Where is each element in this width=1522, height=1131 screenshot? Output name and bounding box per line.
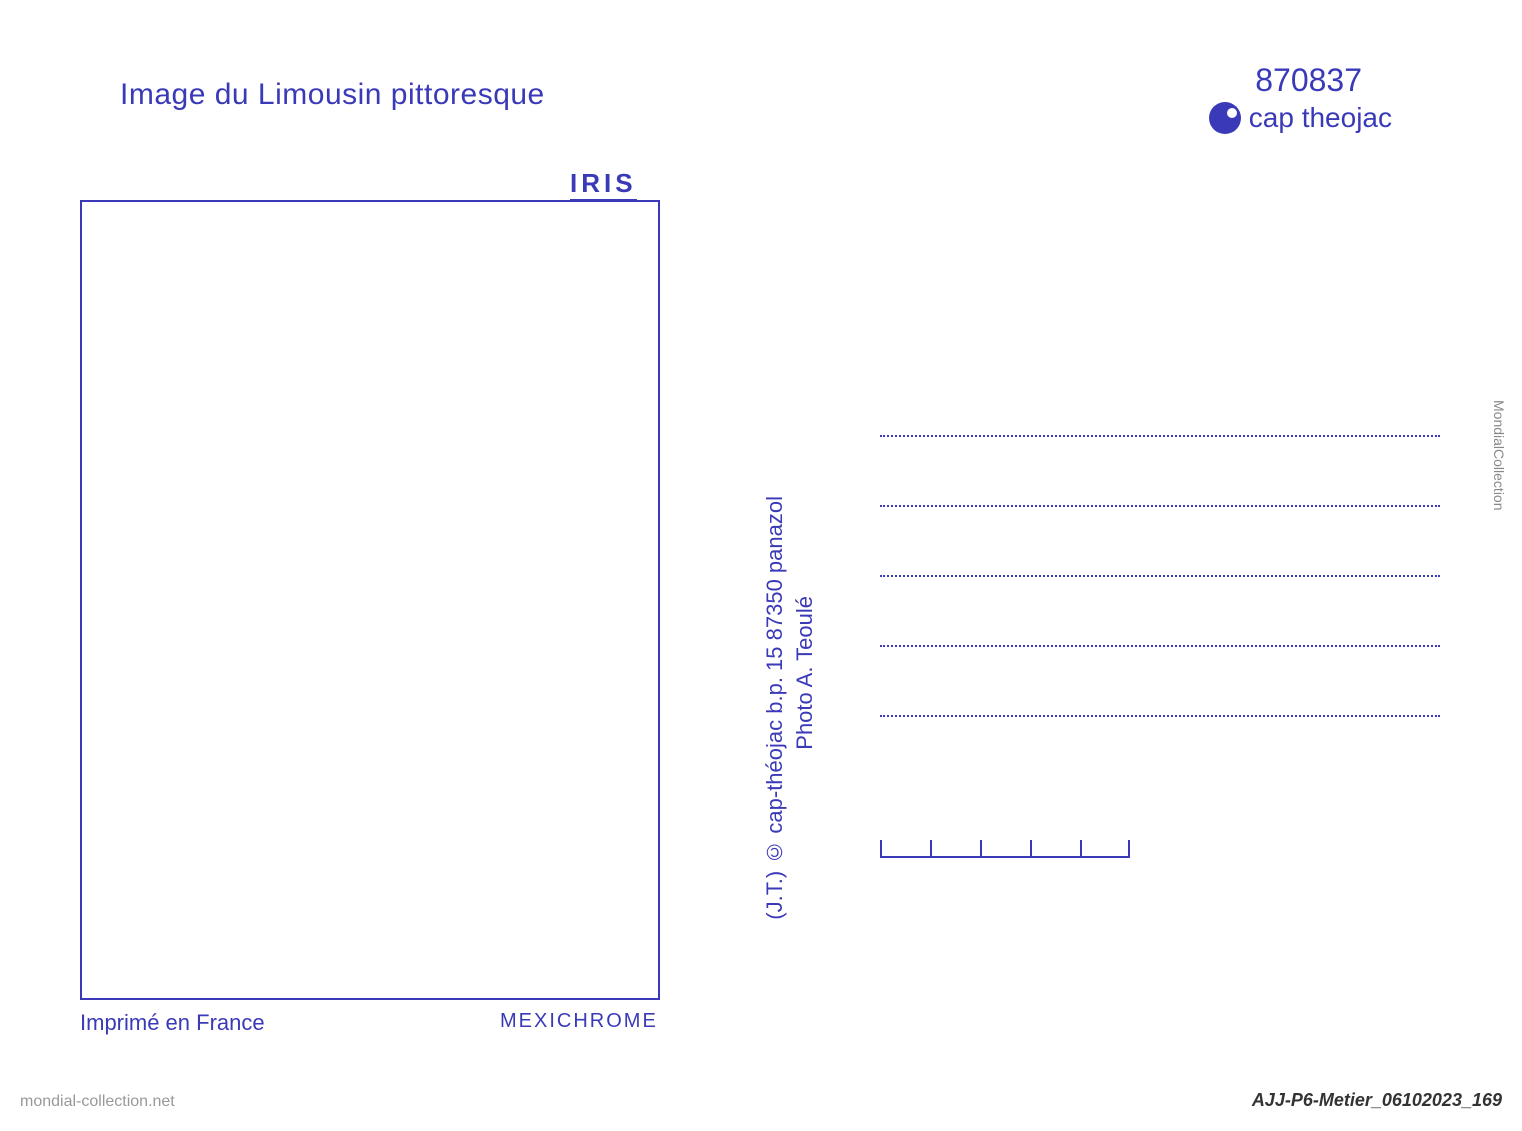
postal-box: [880, 840, 930, 858]
publisher-address: (J.T.) © cap-théojac b.p. 15 87350 panaz…: [762, 496, 788, 920]
postal-box: [980, 840, 1030, 858]
photo-credit: Photo A. Teoulé: [792, 596, 818, 750]
address-line: [880, 575, 1440, 577]
publisher-info: (J.T.) © cap-théojac b.p. 15 87350 panaz…: [762, 340, 792, 920]
watermark-filename: AJJ-P6-Metier_06102023_169: [1252, 1090, 1502, 1111]
postal-box: [1080, 840, 1130, 858]
iris-label: IRIS: [570, 168, 637, 201]
address-lines: [880, 435, 1440, 785]
address-line: [880, 645, 1440, 647]
postal-box: [1030, 840, 1080, 858]
postal-code-boxes: [880, 840, 1130, 858]
logo-text: cap theojac: [1249, 102, 1392, 134]
watermark-side: MondialCollection: [1491, 400, 1507, 511]
publisher-logo: cap theojac: [1209, 102, 1392, 134]
postcard-back: Image du Limousin pittoresque 870837 cap…: [0, 0, 1522, 1131]
address-line: [880, 435, 1440, 437]
logo-circle-icon: [1209, 102, 1241, 134]
postcard-title: Image du Limousin pittoresque: [120, 78, 545, 112]
message-area: [80, 200, 660, 1000]
printed-in-text: Imprimé en France: [80, 1010, 265, 1036]
mexichrome-text: MEXICHROME: [500, 1010, 658, 1033]
address-line: [880, 505, 1440, 507]
watermark-website: mondial-collection.net: [20, 1093, 175, 1111]
address-line: [880, 715, 1440, 717]
reference-number: 870837: [1255, 62, 1362, 99]
postal-box: [930, 840, 980, 858]
